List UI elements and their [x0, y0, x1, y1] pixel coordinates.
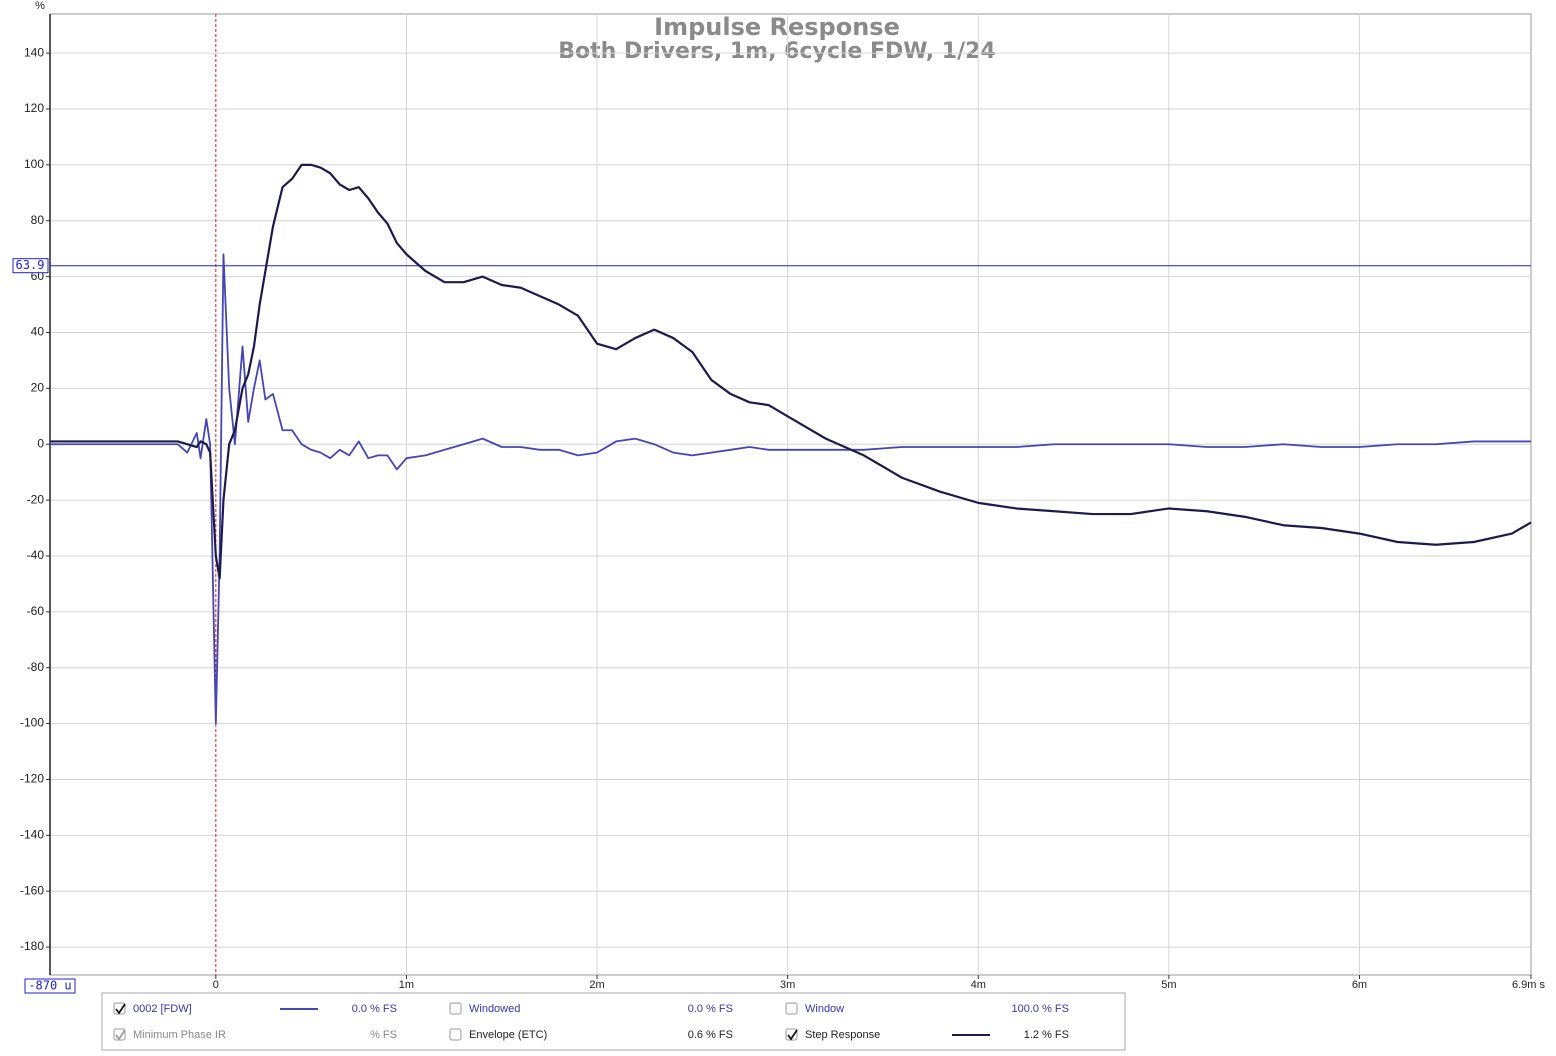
series-line [50, 253, 1531, 725]
series-line [50, 163, 1532, 580]
x-tick-label: 2m [589, 979, 604, 991]
y-tick-label: -100 [20, 716, 44, 730]
legend-readout: 1.2 % FS [1024, 1029, 1069, 1041]
x-tick-label: 1m [399, 979, 414, 991]
legend-readout: % FS [370, 1029, 397, 1041]
x-tick-label: 6m [1352, 979, 1367, 991]
y-tick-label: -60 [27, 604, 45, 618]
legend-checkmark [115, 1003, 126, 1015]
legend-checkmark [787, 1029, 798, 1041]
y-tick-label: 140 [24, 45, 44, 59]
y-tick-label: 0 [37, 436, 44, 450]
y-tick-label: -40 [27, 548, 45, 562]
plot-area [49, 13, 1532, 976]
y-tick-label: -120 [20, 772, 44, 786]
y-tick-label: -140 [20, 827, 44, 841]
legend-label[interactable]: Step Response [805, 1029, 880, 1041]
x-tick-label: 6.9m s [1512, 979, 1546, 991]
legend-checkmark [115, 1029, 126, 1041]
legend-label[interactable]: Windowed [469, 1003, 520, 1015]
x-tick-label: 5m [1161, 979, 1176, 991]
legend-label: Minimum Phase IR [133, 1029, 226, 1041]
legend-label[interactable]: Window [805, 1003, 844, 1015]
legend-label[interactable]: Envelope (ETC) [469, 1029, 547, 1041]
y-tick-label: 40 [31, 325, 45, 339]
legend-checkbox[interactable] [449, 1002, 462, 1015]
cursor-box [12, 258, 49, 274]
y-tick-label: 120 [24, 101, 44, 115]
y-tick-label: -180 [20, 939, 44, 953]
x-start-box [24, 978, 76, 994]
chart-subtitle: Both Drivers, 1m, 6cycle FDW, 1/24 [558, 39, 995, 64]
legend-readout: 100.0 % FS [1012, 1003, 1069, 1015]
x-tick-label: -870 u [28, 979, 71, 993]
legend-checkbox[interactable] [785, 1002, 798, 1015]
legend-label[interactable]: 0002 [FDW] [133, 1003, 192, 1015]
legend-readout: 0.0 % FS [352, 1003, 397, 1015]
x-tick-label: 3m [780, 979, 795, 991]
y-tick-label: 100 [24, 157, 44, 171]
legend-panel [101, 992, 1126, 1051]
legend-readout: 0.0 % FS [688, 1003, 733, 1015]
y-tick-label: 80 [31, 213, 45, 227]
legend-checkbox[interactable] [449, 1028, 462, 1041]
x-tick-label: 4m [971, 979, 986, 991]
y-tick-label: -80 [27, 660, 45, 674]
x-tick-label: 0 [213, 979, 219, 991]
chart-title: Impulse Response [654, 13, 900, 41]
y-axis-label: % [35, 0, 45, 12]
cursor-label: 63.9 [16, 258, 45, 272]
y-tick-label: -160 [20, 883, 44, 897]
legend-readout: 0.6 % FS [688, 1029, 733, 1041]
y-tick-label: 20 [31, 381, 45, 395]
y-tick-label: -20 [27, 492, 45, 506]
